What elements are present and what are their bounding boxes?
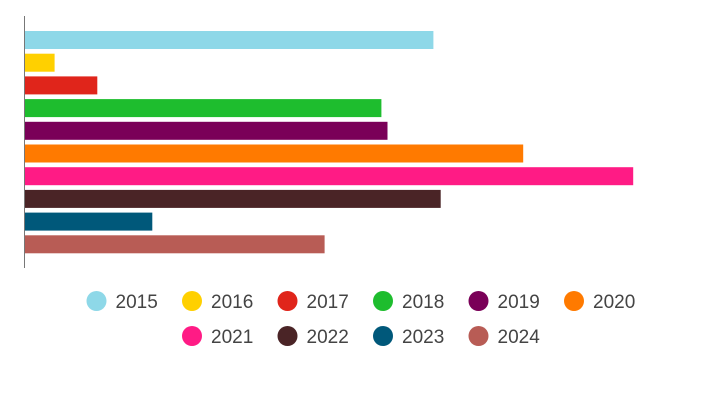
legend-label: 2017 [307, 292, 349, 313]
legend-label: 2019 [498, 292, 540, 313]
bar-2023 [25, 212, 153, 231]
legend-label: 2021 [211, 327, 253, 348]
legend-item-2024[interactable]: 2024 [468, 326, 541, 348]
legend-marker [277, 291, 298, 311]
bar-2020 [25, 144, 524, 163]
legend-marker [182, 291, 202, 311]
bar-2019 [25, 121, 388, 140]
legend[interactable]: 2015 2016 2017 2018 2019 2020 2021 2022 2023 2024 [86, 291, 636, 348]
legend-marker [277, 326, 298, 346]
legend-item-2020[interactable]: 2020 [564, 291, 635, 313]
legend-item-2022[interactable]: 2022 [277, 326, 349, 348]
legend-label: 2024 [498, 327, 541, 348]
bar-2017 [25, 76, 98, 95]
bar-2015 [25, 31, 434, 49]
legend-marker [373, 291, 393, 311]
legend-marker [86, 291, 107, 311]
bar-2021 [25, 167, 634, 186]
bars-group [25, 31, 634, 254]
bar-2018 [25, 99, 382, 118]
legend-label: 2022 [307, 327, 349, 348]
legend-label: 2016 [211, 292, 253, 313]
legend-marker [564, 291, 584, 311]
legend-item-2017[interactable]: 2017 [277, 291, 349, 313]
legend-item-2018[interactable]: 2018 [373, 291, 444, 313]
legend-item-2019[interactable]: 2019 [468, 291, 540, 313]
legend-label: 2018 [402, 292, 444, 313]
bar-2016 [25, 53, 55, 72]
legend-item-2021[interactable]: 2021 [182, 326, 253, 348]
legend-label: 2015 [116, 292, 158, 313]
bar-2022 [25, 189, 441, 208]
legend-marker [373, 326, 393, 346]
legend-marker [182, 326, 202, 346]
legend-item-2023[interactable]: 2023 [373, 326, 444, 348]
legend-item-2015[interactable]: 2015 [86, 291, 158, 313]
legend-item-2016[interactable]: 2016 [182, 291, 253, 313]
legend-label: 2023 [402, 327, 444, 348]
legend-label: 2020 [593, 292, 635, 313]
legend-marker [468, 326, 489, 346]
bar-2024 [25, 235, 325, 254]
legend-marker [468, 291, 489, 311]
